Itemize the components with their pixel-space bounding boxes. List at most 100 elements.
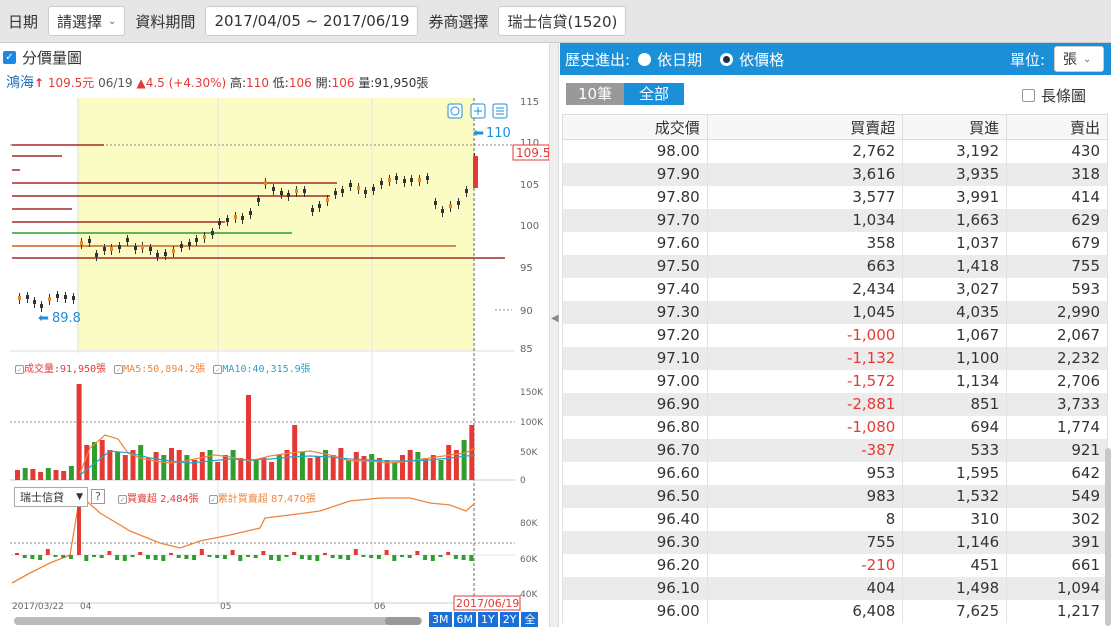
crosshair-icon[interactable] [447, 103, 463, 119]
range-1y-button[interactable]: 1Y [478, 612, 498, 627]
table-row[interactable]: 97.00 -1,572 1,134 2,706 [562, 369, 1108, 393]
table-row[interactable]: 96.50 983 1,532 549 [562, 484, 1108, 508]
table-row[interactable]: 97.60 358 1,037 679 [562, 231, 1108, 255]
by-price-label[interactable]: 依價格 [739, 50, 785, 69]
candle-body [395, 176, 398, 180]
candle-body [272, 187, 275, 191]
cell-sell: 391 [1006, 530, 1108, 554]
volume-bar [145, 458, 151, 480]
collapse-left-icon[interactable]: ◀ [551, 313, 559, 324]
volume-bar [392, 462, 398, 480]
table-row[interactable]: 97.50 663 1,418 755 [562, 254, 1108, 278]
cell-buy: 1,532 [902, 484, 1008, 508]
price-tick: 90 [520, 306, 533, 317]
table-row[interactable]: 97.90 3,616 3,935 318 [562, 162, 1108, 186]
table-row[interactable]: 96.60 953 1,595 642 [562, 461, 1108, 485]
volume-profile-toggle[interactable]: ✓ 分價量圖 [3, 47, 82, 68]
net-bar [446, 552, 451, 555]
period-input[interactable]: 2017/04/05 ~ 2017/06/19 [205, 6, 419, 36]
range-6m-button[interactable]: 6M [453, 612, 476, 627]
legend-net[interactable]: ✓ 買賣超 2,484張 [118, 494, 199, 505]
unit-select[interactable]: 張 ⌄ [1054, 46, 1104, 72]
cell-buy: 533 [902, 438, 1008, 462]
chart-scrollbar[interactable] [14, 617, 422, 625]
net-bar [292, 552, 297, 555]
range-3m-button[interactable]: 3M [429, 612, 452, 627]
radio-by-date[interactable] [638, 52, 652, 66]
cell-sell: 661 [1006, 553, 1108, 577]
cell-sell: 318 [1006, 162, 1108, 186]
cell-sell: 2,232 [1006, 346, 1108, 370]
candle-body [110, 247, 113, 251]
net-bar [99, 555, 104, 558]
by-date-label[interactable]: 依日期 [657, 50, 703, 69]
net-bar [338, 555, 343, 559]
volume-bar [45, 468, 51, 480]
checkbox-checked-icon[interactable]: ✓ [3, 51, 16, 64]
col-buy[interactable]: 買進 [902, 114, 1008, 140]
date-select[interactable]: 請選擇 ⌄ [48, 6, 126, 36]
row-count-buttons: 10筆 全部 [566, 83, 684, 105]
cell-price: 96.90 [562, 392, 708, 416]
table-row[interactable]: 97.80 3,577 3,991 414 [562, 185, 1108, 209]
cell-price: 96.70 [562, 438, 708, 462]
volume-bar [438, 460, 444, 480]
col-price[interactable]: 成交價 [562, 114, 708, 140]
net-bar [215, 555, 220, 558]
history-header: 歷史進出: 依日期 依價格 單位: 張 ⌄ [560, 43, 1111, 75]
net-bar [430, 555, 435, 561]
scrollbar-thumb[interactable] [1105, 448, 1111, 626]
legend-ma10[interactable]: ✓ MA10:40,315.9張 [213, 360, 311, 375]
scrollbar-handle[interactable] [385, 617, 421, 625]
cell-price: 97.60 [562, 231, 708, 255]
price-change: ▲4.5 (+4.30%) [136, 76, 227, 90]
period-highlight [78, 98, 474, 350]
cell-net: 755 [706, 530, 904, 554]
table-row[interactable]: 96.80 -1,080 694 1,774 [562, 415, 1108, 439]
cell-buy: 310 [902, 507, 1008, 531]
table-row[interactable]: 96.40 8 310 302 [562, 507, 1108, 531]
all-button[interactable]: 全部 [624, 83, 684, 105]
table-row[interactable]: 96.90 -2,881 851 3,733 [562, 392, 1108, 416]
candle-body [380, 181, 383, 185]
table-row[interactable]: 96.10 404 1,498 1,094 [562, 576, 1108, 600]
candle-body [126, 238, 129, 242]
col-net[interactable]: 買賣超 [706, 114, 904, 140]
volume-bar [22, 468, 28, 480]
table-row[interactable]: 96.70 -387 533 921 [562, 438, 1108, 462]
legend-ma5[interactable]: ✓ MA5:50,894.2張 [114, 360, 205, 375]
help-button[interactable]: ? [91, 489, 105, 504]
candle-body [134, 246, 137, 250]
range-2y-button[interactable]: 2Y [499, 612, 520, 627]
panel-divider[interactable]: ◀ [549, 43, 559, 627]
legend-volume[interactable]: ✓ 成交量:91,950張 [15, 360, 106, 375]
net-bar [22, 555, 27, 558]
candle-body [473, 156, 478, 188]
radio-by-price[interactable] [720, 52, 734, 66]
volume-bar [415, 452, 421, 480]
table-row[interactable]: 97.30 1,045 4,035 2,990 [562, 300, 1108, 324]
volume-bar [61, 471, 67, 480]
cell-price: 97.30 [562, 300, 708, 324]
broker-mini-select[interactable]: 瑞士信貸 ▼ [14, 487, 88, 507]
col-sell[interactable]: 賣出 [1006, 114, 1108, 140]
table-row[interactable]: 96.00 6,408 7,625 1,217 [562, 599, 1108, 623]
bar-chart-toggle[interactable]: 長條圖 [1022, 85, 1086, 106]
table-row[interactable]: 96.20 -210 451 661 [562, 553, 1108, 577]
table-row[interactable]: 97.10 -1,132 1,100 2,232 [562, 346, 1108, 370]
table-row[interactable]: 97.40 2,434 3,027 593 [562, 277, 1108, 301]
table-row[interactable]: 97.20 -1,000 1,067 2,067 [562, 323, 1108, 347]
legend-cum[interactable]: ✓ 累計買賣超 87,470張 [208, 494, 316, 505]
range-all-button[interactable]: 全 [521, 612, 539, 627]
table-row[interactable]: 96.30 755 1,146 391 [562, 530, 1108, 554]
stock-chart[interactable]: 115 110 105 100 95 90 85 109.5 ⬅ 110 ⬅ 8… [0, 43, 550, 627]
cell-sell: 679 [1006, 231, 1108, 255]
table-row[interactable]: 98.00 2,762 3,192 430 [562, 139, 1108, 163]
table-scrollbar[interactable] [1105, 118, 1111, 627]
broker-select[interactable]: 瑞士信貸(1520) [498, 6, 627, 36]
net-bar [77, 491, 81, 555]
table-row[interactable]: 97.70 1,034 1,663 629 [562, 208, 1108, 232]
checkbox-icon[interactable] [1022, 89, 1035, 102]
top10-button[interactable]: 10筆 [566, 83, 624, 105]
net-bar [199, 549, 204, 555]
